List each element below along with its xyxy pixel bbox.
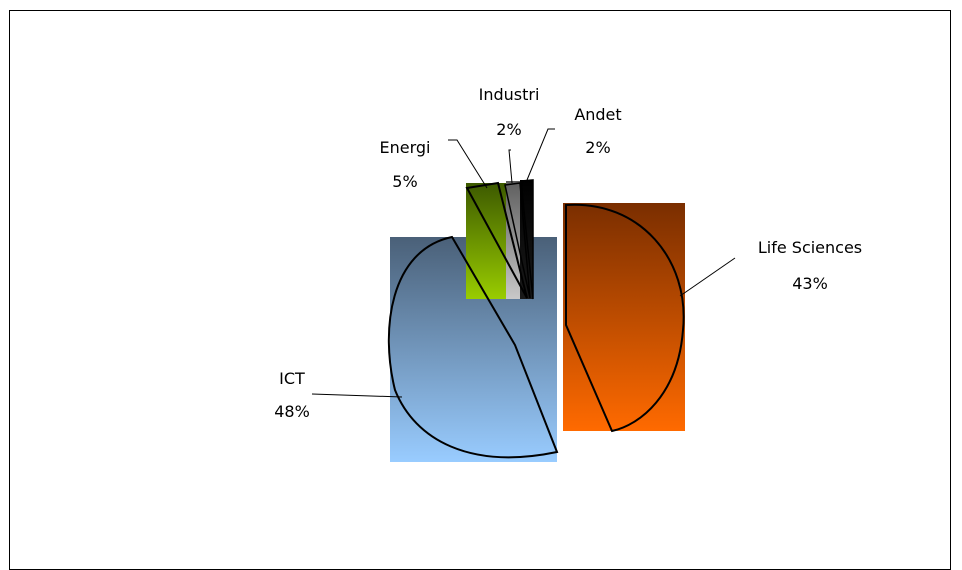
slice-energi-fill [466, 183, 508, 299]
pie-chart: ICT 48% Life Sciences 43% Energi 5% Indu… [274, 85, 862, 462]
label-energi-percent: 5% [392, 172, 417, 191]
slice-industri [504, 182, 531, 299]
label-energi-name: Energi [380, 138, 431, 157]
label-andet-name: Andet [574, 105, 621, 124]
slice-life-sciences-fill [563, 203, 685, 431]
label-life-sciences-name: Life Sciences [758, 238, 862, 257]
leader-line-life-sciences [679, 257, 736, 297]
label-ict-name: ICT [279, 369, 305, 388]
slice-andet [520, 179, 534, 300]
label-ict-percent: 48% [274, 402, 310, 421]
leader-line-energi [448, 139, 488, 189]
slice-ict [387, 235, 559, 459]
label-industri-name: Industri [479, 85, 540, 104]
label-andet-percent: 2% [585, 138, 610, 157]
leader-line-andet [526, 128, 555, 181]
leader-line-ict [311, 393, 403, 398]
label-life-sciences-percent: 43% [792, 274, 828, 293]
slice-life-sciences [565, 203, 685, 433]
slice-energi [465, 181, 528, 299]
leader-line-industri [508, 149, 513, 184]
label-industri-percent: 2% [496, 120, 521, 139]
